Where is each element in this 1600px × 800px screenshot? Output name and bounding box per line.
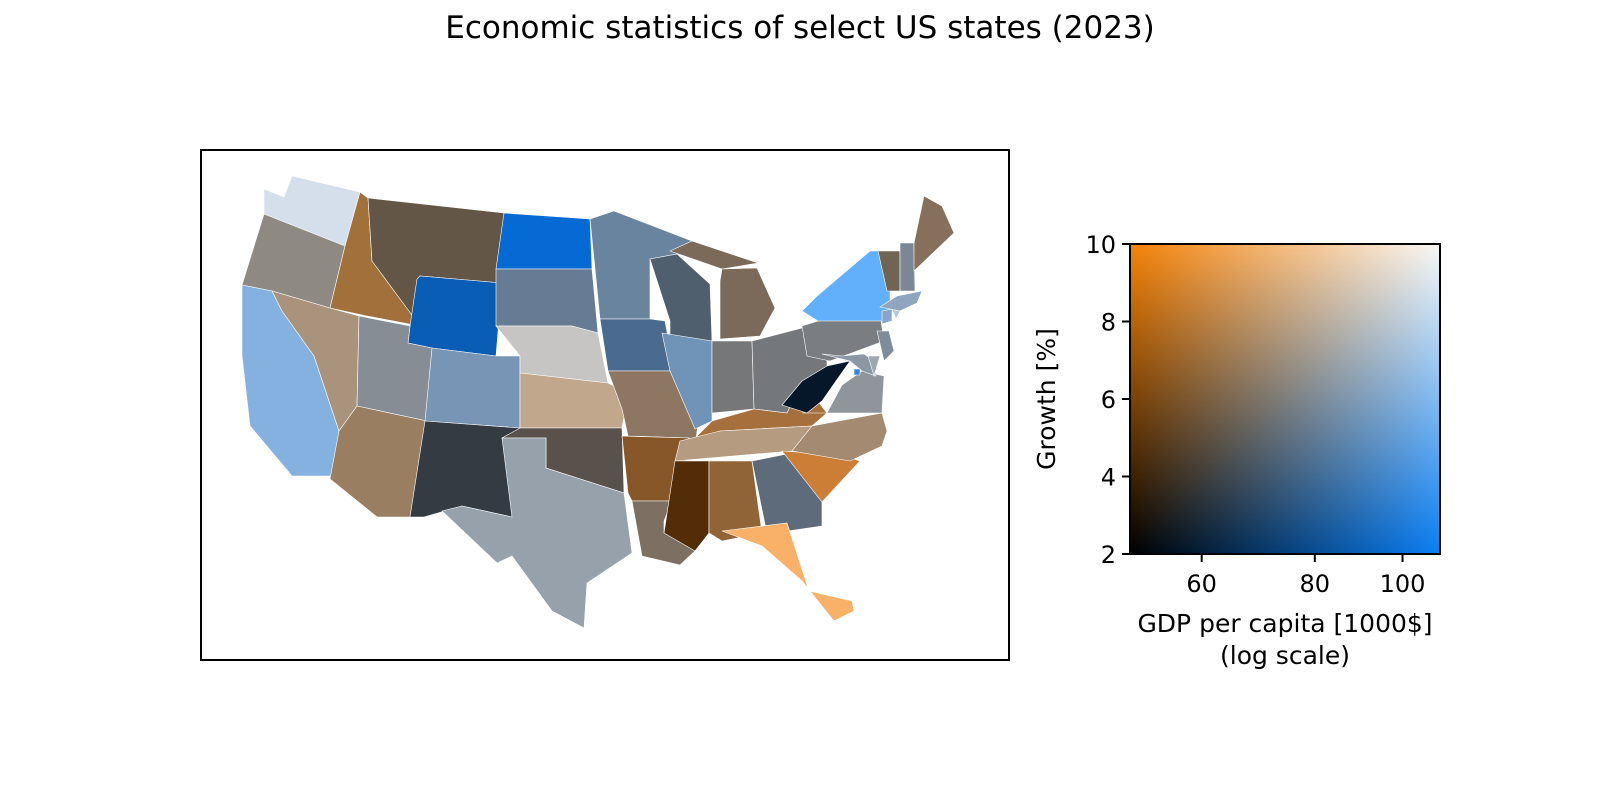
legend-y-label: Growth [%] [1032,328,1061,470]
state-me[interactable] [913,195,955,272]
legend-plot-area [1129,243,1441,555]
state-tx[interactable] [441,437,633,629]
legend-x-label: GDP per capita [1000$] [1137,609,1432,638]
bivariate-color-legend: 60 80 100 2 4 6 8 10 GDP per capita [1000$] (l… [1032,231,1441,670]
state-ct[interactable] [881,308,893,325]
state-nj[interactable] [876,330,895,362]
legend-y-tick-label: 2 [1101,541,1116,569]
state-nc[interactable] [791,412,888,462]
state-ms[interactable] [663,460,710,552]
state-il[interactable] [661,332,713,430]
state-nm[interactable] [409,420,521,518]
legend-y-tick-label: 6 [1101,386,1116,414]
state-dc[interactable] [853,368,861,376]
state-in[interactable] [711,340,755,414]
us-states-map [241,175,955,629]
legend-y-tick-label: 10 [1085,231,1116,259]
state-nh[interactable] [899,242,916,292]
state-mi[interactable] [719,267,776,340]
state-de[interactable] [867,355,881,378]
state-co[interactable] [424,347,521,429]
chart-title: Economic statistics of select US states … [445,10,1155,46]
legend-y-tick-label: 4 [1101,464,1116,492]
map-panel [200,149,1010,661]
legend-y-tick-label: 8 [1101,309,1116,337]
legend-x-tick-label: 80 [1300,570,1331,598]
state-ia[interactable] [599,318,673,372]
legend-x-tick-label: 60 [1186,570,1217,598]
state-ma[interactable] [879,290,923,312]
legend-x-label-note: (log scale) [1220,641,1350,670]
legend-y-ticks: 2 4 6 8 10 [1085,231,1130,569]
legend-x-tick-label: 100 [1380,570,1426,598]
state-nd[interactable] [495,212,593,270]
legend-gradient-top [1130,244,1440,554]
state-ny[interactable] [801,250,891,322]
state-mi-up[interactable] [669,240,759,270]
legend-x-ticks: 60 80 100 [1186,554,1425,598]
state-sd[interactable] [495,268,599,334]
state-fl[interactable] [721,522,855,622]
state-wy[interactable] [407,275,503,357]
